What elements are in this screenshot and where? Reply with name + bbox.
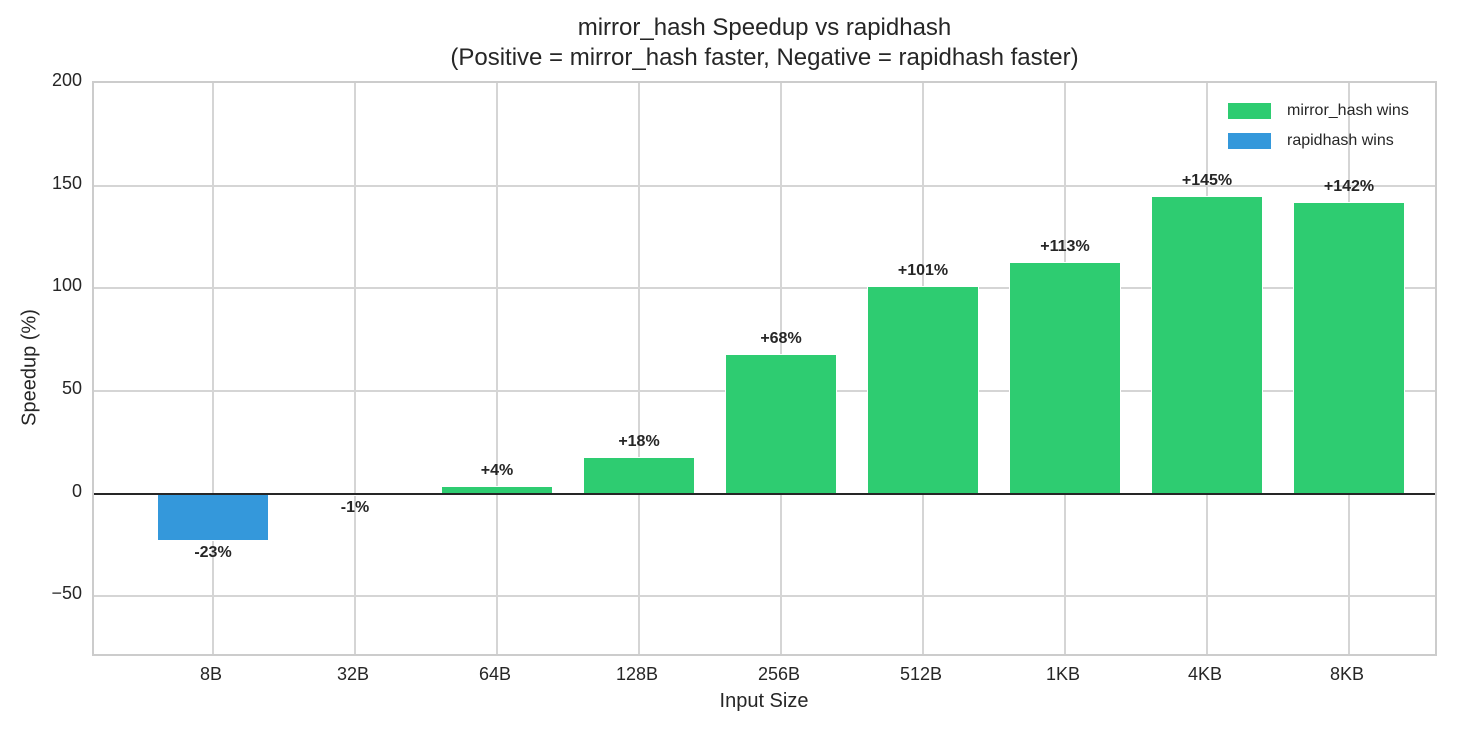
gridline-vertical [638, 83, 640, 654]
bar-value-label: +68% [760, 330, 802, 348]
x-tick-label: 64B [478, 664, 512, 684]
y-tick-label: −50 [51, 583, 82, 604]
x-tick-label: 256B [757, 664, 801, 684]
y-tick-label: 50 [61, 378, 82, 399]
bar-8B [157, 492, 269, 541]
bar-value-label: +145% [1181, 171, 1233, 189]
bar-8KB [1293, 202, 1405, 495]
gridline-vertical [212, 83, 214, 654]
y-tick-label: 150 [51, 172, 82, 193]
legend-swatch-green [1228, 103, 1271, 119]
x-tick-label: 8B [199, 664, 223, 684]
legend: mirror_hash wins rapidhash wins [1228, 96, 1409, 156]
legend-label: mirror_hash wins [1287, 102, 1409, 119]
gridline-vertical [496, 83, 498, 654]
bar-value-label: +4% [480, 461, 514, 479]
gridline-vertical [354, 83, 356, 654]
chart-title: mirror_hash Speedup vs rapidhash [577, 14, 952, 41]
x-tick-label: 8KB [1329, 664, 1365, 684]
chart-subtitle: (Positive = mirror_hash faster, Negative… [450, 44, 1079, 71]
x-tick-label: 32B [336, 664, 370, 684]
gridline-horizontal [94, 184, 1435, 187]
bar-256B [725, 354, 837, 495]
zero-baseline [94, 492, 1435, 495]
legend-label: rapidhash wins [1287, 132, 1394, 149]
gridline-horizontal [94, 287, 1435, 290]
gridline-horizontal [94, 595, 1435, 598]
bar-1KB [1009, 261, 1121, 495]
bar-value-label: +142% [1323, 178, 1375, 196]
x-axis-label: Input Size [719, 690, 809, 712]
bar-value-label: -1% [340, 499, 370, 517]
x-tick-label: 4KB [1187, 664, 1223, 684]
bar-512B [867, 286, 979, 495]
y-tick-label: 200 [51, 70, 82, 90]
y-tick-label: 0 [71, 480, 82, 501]
bar-value-label: +18% [618, 432, 660, 450]
bar-4KB [1151, 195, 1263, 495]
legend-swatch-blue [1228, 133, 1271, 149]
x-tick-label: 1KB [1045, 664, 1081, 684]
y-tick-label: 100 [51, 275, 82, 296]
x-tick-label: 512B [899, 664, 943, 684]
bar-128B [583, 456, 695, 495]
bar-value-label: +101% [897, 262, 949, 280]
legend-item-mirror-hash: mirror_hash wins [1228, 96, 1409, 126]
plot-area: -23% -1% +4% +18% +68% +101% +113% +145% +142% [92, 81, 1437, 656]
x-tick-label: 128B [615, 664, 659, 684]
bar-value-label: -23% [194, 543, 232, 561]
legend-item-rapidhash: rapidhash wins [1228, 126, 1409, 156]
bar-value-label: +113% [1040, 237, 1090, 255]
y-axis-label: Speedup (%) [18, 309, 41, 426]
